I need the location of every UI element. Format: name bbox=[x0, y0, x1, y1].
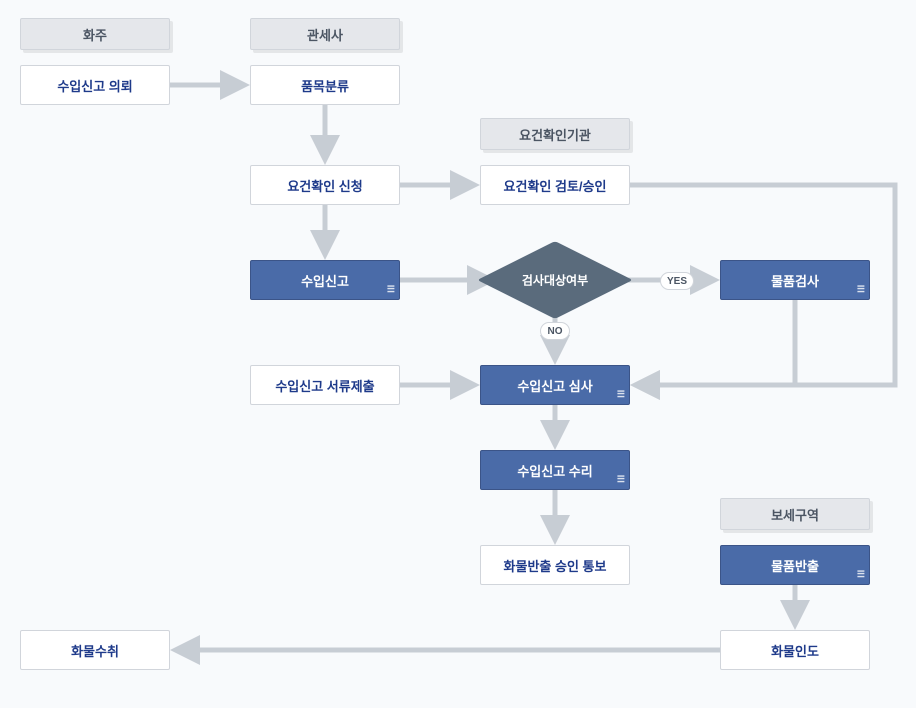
flow-arrows bbox=[0, 0, 916, 708]
node-label: 품목분류 bbox=[301, 76, 349, 95]
node-hdr_agency: 요건확인기관 bbox=[480, 118, 630, 150]
node-label: 관세사 bbox=[307, 25, 343, 44]
decision-yes-pill: YES bbox=[660, 272, 694, 290]
node-label: 요건확인 신청 bbox=[287, 176, 362, 195]
decision-diamond: 검사대상여부 bbox=[500, 225, 610, 335]
node-n_receive: 화물수취 bbox=[20, 630, 170, 670]
node-n_inspect: 물품검사 ☰ bbox=[720, 260, 870, 300]
node-label: 화물수취 bbox=[71, 641, 119, 660]
node-n_request: 수입신고 의뢰 bbox=[20, 65, 170, 105]
list-icon: ☰ bbox=[857, 569, 865, 580]
edge-8 bbox=[635, 300, 795, 385]
node-n_req_apply: 요건확인 신청 bbox=[250, 165, 400, 205]
node-n_req_review: 요건확인 검토/승인 bbox=[480, 165, 630, 205]
node-n_deliver: 화물인도 bbox=[720, 630, 870, 670]
node-n_docs: 수입신고 서류제출 bbox=[250, 365, 400, 405]
node-label: 수입신고 서류제출 bbox=[275, 376, 374, 395]
pill-label: YES bbox=[667, 276, 687, 287]
decision-no-pill: NO bbox=[540, 322, 570, 340]
list-icon: ☰ bbox=[857, 284, 865, 295]
node-n_review: 수입신고 심사 ☰ bbox=[480, 365, 630, 405]
node-n_declare: 수입신고 ☰ bbox=[250, 260, 400, 300]
list-icon: ☰ bbox=[387, 284, 395, 295]
node-label: 수입신고 bbox=[301, 271, 349, 290]
decision-label: 검사대상여부 bbox=[522, 272, 588, 289]
node-hdr_bonded: 보세구역 bbox=[720, 498, 870, 530]
node-label: 요건확인기관 bbox=[519, 125, 591, 144]
node-n_accept: 수입신고 수리 ☰ bbox=[480, 450, 630, 490]
node-label: 화주 bbox=[83, 25, 107, 44]
node-label: 보세구역 bbox=[771, 505, 819, 524]
pill-label: NO bbox=[548, 326, 563, 337]
node-n_release_notice: 화물반출 승인 통보 bbox=[480, 545, 630, 585]
node-label: 요건확인 검토/승인 bbox=[504, 176, 607, 195]
node-label: 수입신고 심사 bbox=[517, 376, 592, 395]
node-label: 물품검사 bbox=[771, 271, 819, 290]
list-icon: ☰ bbox=[617, 474, 625, 485]
node-label: 물품반출 bbox=[771, 556, 819, 575]
list-icon: ☰ bbox=[617, 389, 625, 400]
node-label: 화물반출 승인 통보 bbox=[504, 556, 607, 575]
node-n_goods_out: 물품반출 ☰ bbox=[720, 545, 870, 585]
node-hdr_broker: 관세사 bbox=[250, 18, 400, 50]
node-label: 화물인도 bbox=[771, 641, 819, 660]
node-label: 수입신고 수리 bbox=[517, 461, 592, 480]
node-hdr_shipper: 화주 bbox=[20, 18, 170, 50]
node-label: 수입신고 의뢰 bbox=[57, 76, 132, 95]
node-n_classify: 품목분류 bbox=[250, 65, 400, 105]
